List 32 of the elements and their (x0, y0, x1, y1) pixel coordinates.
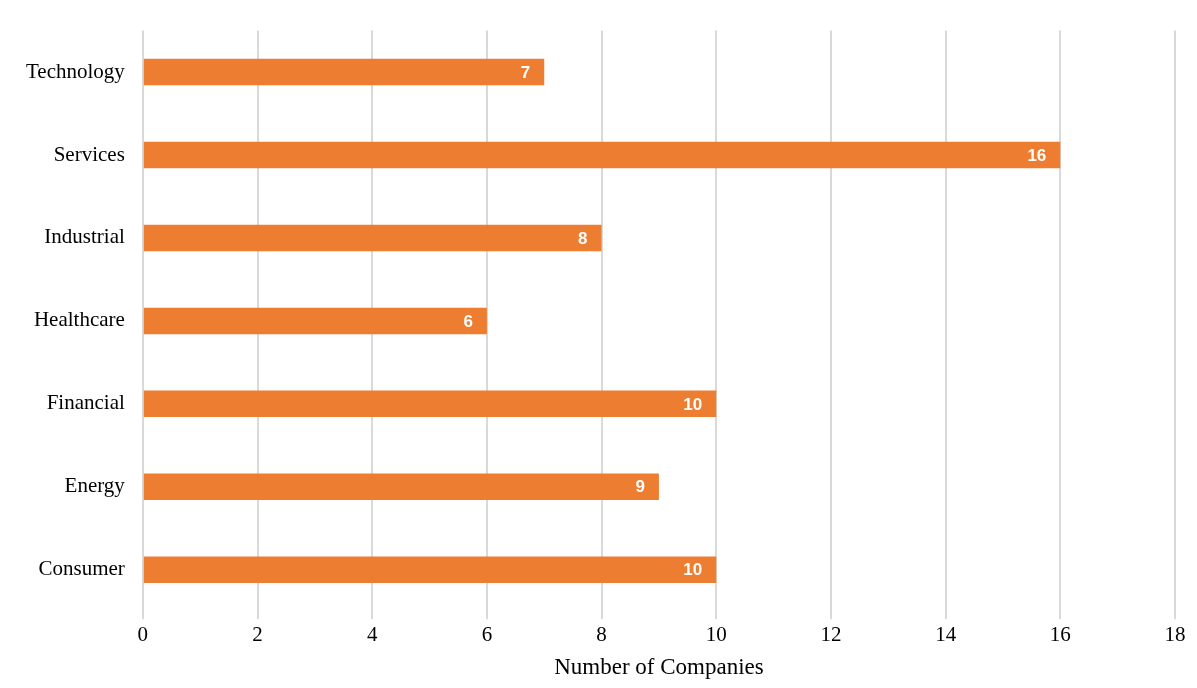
data-label: 10 (683, 394, 703, 414)
x-axis-title: Number of Companies (554, 654, 764, 680)
bar (143, 556, 717, 583)
bar (143, 473, 659, 501)
x-tick-label: 16 (1049, 622, 1071, 647)
bar (143, 58, 545, 86)
x-tick-label: 10 (705, 622, 727, 647)
x-tick-label: 8 (596, 622, 607, 647)
y-tick-label: Healthcare (33, 307, 125, 332)
y-tick-label: Services (53, 141, 125, 166)
y-tick-label: Industrial (44, 224, 125, 249)
x-tick-label: 14 (935, 622, 957, 647)
x-tick-label: 4 (366, 622, 378, 647)
bar (143, 224, 602, 252)
y-tick-label: Energy (64, 473, 126, 498)
data-label: 8 (578, 228, 588, 248)
data-label: 6 (463, 311, 473, 331)
bar (143, 390, 717, 418)
y-tick-label: Technology (25, 58, 126, 83)
x-tick-label: 0 (137, 622, 149, 647)
y-tick-label: Consumer (38, 556, 125, 581)
data-label: 7 (520, 62, 531, 82)
bar (143, 307, 487, 335)
data-label: 9 (635, 477, 645, 497)
x-tick-label: 12 (820, 622, 842, 647)
data-label: 10 (683, 560, 703, 580)
data-label: 16 (1027, 145, 1047, 165)
y-tick-label: Financial (46, 390, 125, 415)
x-tick-label: 18 (1164, 622, 1186, 647)
x-tick-label: 6 (481, 622, 493, 647)
bar (143, 141, 1061, 169)
x-tick-label: 2 (252, 622, 263, 647)
